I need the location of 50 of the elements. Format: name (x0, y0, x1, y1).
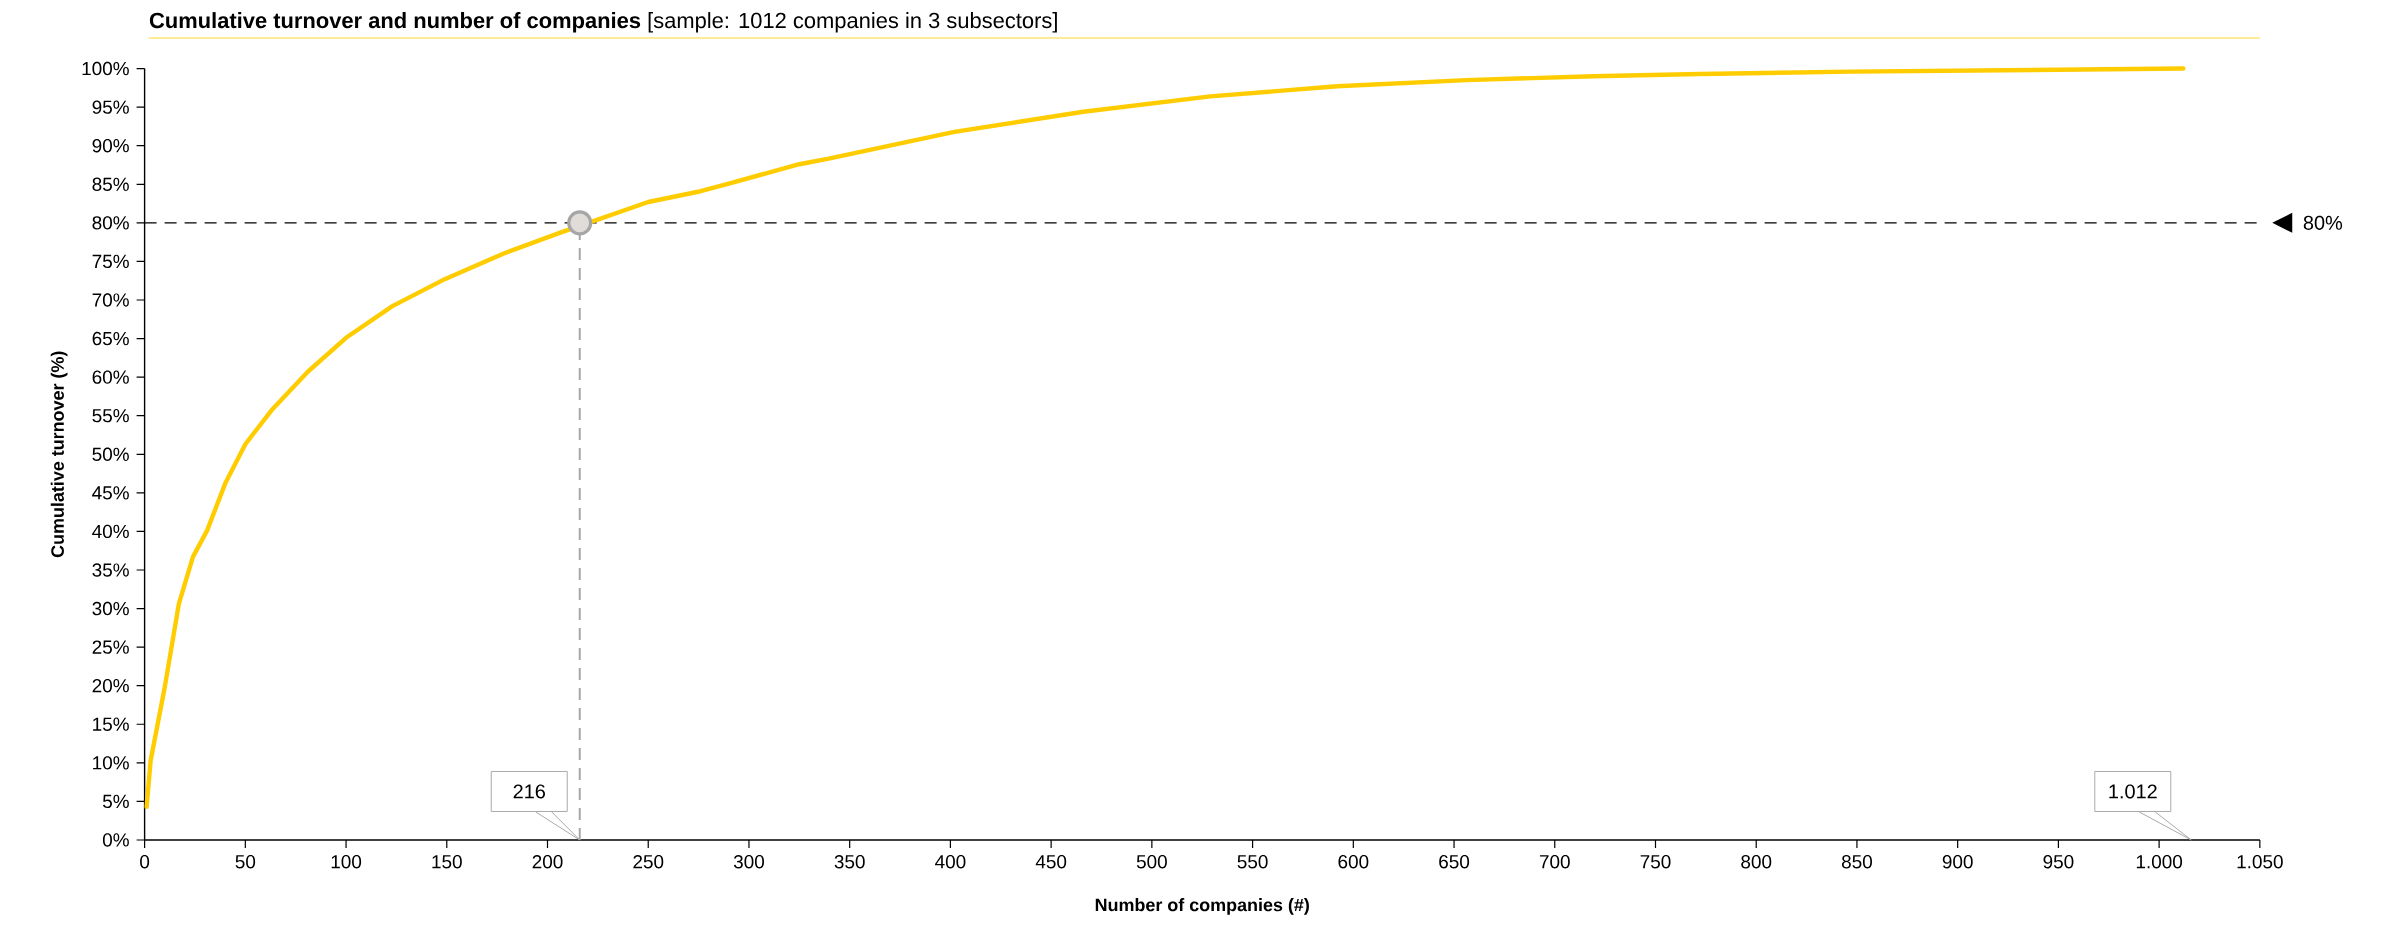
x-tick-label: 250 (633, 855, 664, 869)
y-tick-label: 75% (92, 254, 129, 269)
y-tick-label: 80% (92, 216, 129, 230)
x-tick-label: 550 (1237, 855, 1268, 869)
x-tick-label: 750 (1640, 855, 1671, 869)
chart-title: Cumulative turnover and number of companies [sample: 1012 companies in 3 subsectors] (149, 12, 1057, 33)
annotation: 1.012 (2109, 784, 2157, 799)
x-tick-label: 400 (935, 855, 966, 869)
x-tick-label: 350 (834, 855, 865, 869)
x-tick-label: 50 (235, 855, 256, 869)
x-tick-label: 1.050 (2237, 855, 2283, 869)
y-tick-label: 45% (92, 486, 129, 500)
x-tick-label: 300 (733, 855, 764, 869)
y-tick-label: 90% (92, 139, 129, 153)
x-tick-label: 450 (1035, 855, 1067, 869)
x-tick-label: 950 (2043, 855, 2074, 869)
y-tick-label: 60% (92, 370, 129, 384)
x-tick-label: 0 (140, 855, 150, 869)
y-tick-label: 40% (92, 524, 129, 539)
y-tick-label: 55% (92, 409, 129, 423)
x-tick-label: 800 (1741, 855, 1772, 869)
x-tick-label: 1.000 (2136, 855, 2183, 869)
y-tick-label: 5% (102, 794, 129, 809)
x-tick-label: 500 (1136, 855, 1167, 869)
y-tick-label: 15% (93, 717, 129, 731)
y-tick-label: 35% (92, 563, 129, 577)
y-tick-label: 65% (92, 331, 129, 346)
ref-line-label: 216 (513, 784, 545, 799)
y-tick-label: 70% (92, 293, 129, 307)
y-axis-title: Cumulative turnover (%) (50, 351, 68, 558)
y-tick-label: 25% (92, 640, 129, 654)
x-tick-label: 200 (532, 855, 563, 869)
y-tick-label: 50% (92, 447, 129, 461)
x-tick-label: 650 (1439, 855, 1470, 869)
y-tick-label: 0% (102, 833, 129, 847)
ref-line-label: 80% (2303, 215, 2343, 230)
y-tick-label: 100% (82, 61, 129, 76)
x-tick-label: 850 (1841, 855, 1872, 869)
y-tick-label: 30% (92, 601, 129, 616)
x-tick-label: 600 (1338, 855, 1369, 869)
x-tick-label: 900 (1942, 855, 1973, 869)
x-tick-label: 150 (432, 855, 462, 869)
line-series (144, 66, 2186, 810)
x-tick-label: 100 (331, 855, 362, 869)
y-tick-label: 85% (92, 177, 129, 191)
y-tick-label: 10% (93, 756, 129, 770)
y-tick-label: 20% (92, 679, 129, 693)
x-axis-title: Number of companies (#) (1095, 898, 1309, 915)
y-tick-label: 95% (92, 100, 129, 114)
x-tick-label: 700 (1539, 855, 1570, 869)
